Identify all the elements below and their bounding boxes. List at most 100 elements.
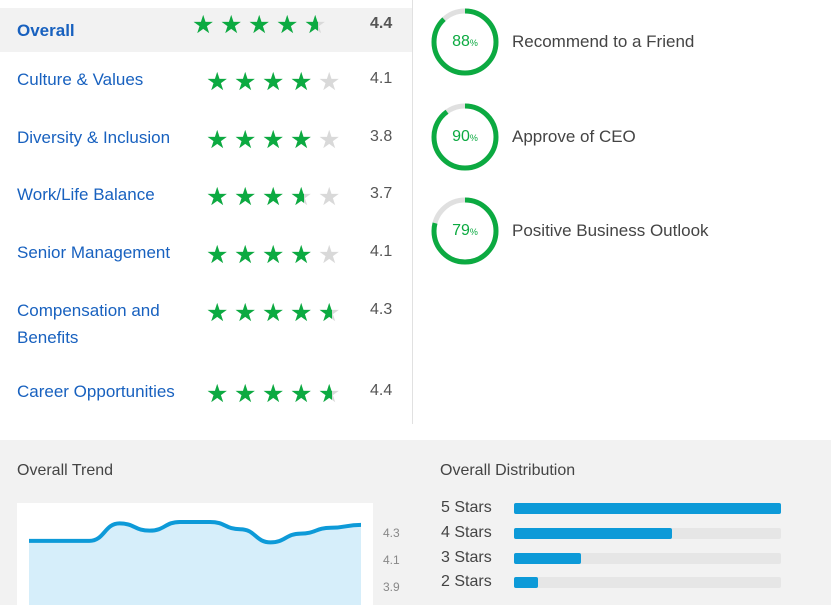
rating-row-culture: Culture & Values ★★★★★★★★★★ 4.1	[0, 66, 412, 96]
rating-label[interactable]: Overall	[17, 21, 75, 40]
progress-ring-arc	[431, 8, 499, 76]
star-rating: ★★★★★★★★★★	[206, 240, 346, 269]
progress-ring-arc	[431, 197, 499, 265]
star-icon: ★★	[220, 10, 243, 39]
progress-ring	[431, 197, 499, 265]
business-outlook-badge: 79%	[430, 196, 500, 266]
star-icon: ★★	[206, 298, 229, 327]
star-rating: ★★★★★★★★★★	[206, 379, 346, 408]
rating-label[interactable]: Compensation and Benefits	[17, 301, 160, 347]
star-icon: ★★	[290, 182, 313, 211]
star-rating: ★★★★★★★★★★	[206, 182, 346, 211]
rating-value: 3.7	[370, 185, 393, 202]
rating-row-overall: Overall ★ ★ ★ ★ ★ ★ ★ ★ ★ ★ 4.4	[0, 8, 412, 52]
badge-label: Recommend to a Friend	[512, 32, 695, 51]
distribution-track	[514, 553, 781, 564]
trend-area	[29, 521, 361, 605]
star-icon: ★★	[262, 379, 285, 408]
rating-label[interactable]: Senior Management	[17, 243, 171, 262]
distribution-bar	[514, 528, 672, 539]
distribution-label: 2 Stars	[441, 573, 492, 590]
trend-tick: 4.3	[383, 526, 400, 540]
progress-ring	[431, 8, 499, 76]
star-icon: ★★	[262, 67, 285, 96]
star-icon: ★★	[318, 379, 341, 408]
trend-tick: 4.1	[383, 553, 400, 567]
badge-label: Approve of CEO	[512, 127, 636, 146]
progress-ring-arc	[431, 103, 499, 171]
rating-row-compensation: Compensation and Benefits ★ ★ ★ ★ ★ ★ ★ ★ ★ ★ 4.3	[0, 297, 412, 353]
rating-label[interactable]: Culture & Values	[17, 70, 144, 89]
rating-row-senior-management: Senior Management ★★★★★★★★★★ 4.1	[0, 239, 412, 269]
trend-line	[29, 519, 362, 545]
distribution-label: 4 Stars	[441, 524, 492, 541]
star-icon: ★★	[318, 182, 341, 211]
trend-plot	[29, 519, 362, 605]
star-icon: ★★	[318, 240, 341, 269]
ceo-approval-badge: 90%	[430, 102, 500, 172]
rating-label[interactable]: Work/Life Balance	[17, 185, 155, 204]
star-icon: ★★	[318, 125, 341, 154]
progress-ring	[431, 103, 499, 171]
star-icon: ★★	[262, 182, 285, 211]
star-icon: ★★	[234, 298, 257, 327]
star-icon: ★★	[192, 10, 215, 39]
star-icon: ★★	[304, 10, 327, 39]
rating-value: 4.1	[370, 243, 393, 260]
star-icon: ★★	[262, 125, 285, 154]
distribution-label: 3 Stars	[441, 549, 492, 566]
trend-chart	[17, 503, 373, 605]
distribution-bar	[514, 503, 781, 514]
star-icon: ★★	[290, 240, 313, 269]
star-icon: ★★	[234, 67, 257, 96]
star-icon: ★★	[318, 67, 341, 96]
rating-row-career: Career Opportunities ★ ★ ★ ★ ★ ★ ★ ★ ★ ★ 4.4	[0, 378, 412, 408]
star-icon: ★★	[248, 10, 271, 39]
distribution-track	[514, 528, 781, 539]
recommend-badge: 88%	[430, 7, 500, 77]
badge-percent: 79%	[452, 222, 478, 239]
star-icon: ★★	[234, 379, 257, 408]
badge-percent: 90%	[452, 128, 478, 145]
star-icon: ★★	[234, 182, 257, 211]
rating-label[interactable]: Career Opportunities	[17, 382, 175, 401]
distribution-track	[514, 503, 781, 514]
distribution-track	[514, 577, 781, 588]
trend-title: Overall Trend	[17, 462, 114, 479]
trend-tick: 3.9	[383, 580, 400, 594]
star-icon: ★★	[262, 240, 285, 269]
star-icon: ★★	[206, 182, 229, 211]
star-icon: ★★	[206, 240, 229, 269]
star-rating: ★★★★★★★★★★	[206, 67, 346, 96]
distribution-bar	[514, 577, 539, 588]
badge-percent: 88%	[452, 33, 478, 50]
star-icon: ★★	[276, 10, 299, 39]
star-rating: ★★★★★★★★★★	[206, 125, 346, 154]
rating-row-diversity: Diversity & Inclusion ★★★★★★★★★★ 3.8	[0, 124, 412, 154]
star-icon: ★★	[234, 125, 257, 154]
star-icon: ★★	[290, 125, 313, 154]
rating-value: 4.3	[370, 301, 393, 318]
distribution-bar	[514, 553, 581, 564]
star-icon: ★★	[318, 298, 341, 327]
star-icon: ★★	[290, 67, 313, 96]
star-icon: ★★	[234, 240, 257, 269]
rating-value: 4.4	[370, 382, 393, 399]
rating-value: 3.8	[370, 128, 393, 145]
distribution-title: Overall Distribution	[440, 462, 576, 479]
star-rating: ★★★★★★★★★★	[192, 10, 332, 39]
rating-value: 4.1	[370, 70, 393, 87]
rating-label[interactable]: Diversity & Inclusion	[17, 128, 171, 147]
ratings-panel: Overall ★ ★ ★ ★ ★ ★ ★ ★ ★ ★ 4.4 Culture & Values …	[0, 0, 413, 424]
star-icon: ★★	[290, 379, 313, 408]
rating-value: 4.4	[370, 15, 393, 32]
rating-row-worklife: Work/Life Balance ★★★★★★★★★★ 3.7	[0, 181, 412, 211]
distribution-label: 5 Stars	[441, 499, 492, 516]
star-icon: ★★	[206, 125, 229, 154]
badge-label: Positive Business Outlook	[512, 221, 709, 240]
star-icon: ★★	[290, 298, 313, 327]
star-icon: ★★	[206, 379, 229, 408]
star-rating: ★★★★★★★★★★	[206, 298, 346, 327]
star-icon: ★★	[206, 67, 229, 96]
star-icon: ★★	[262, 298, 285, 327]
